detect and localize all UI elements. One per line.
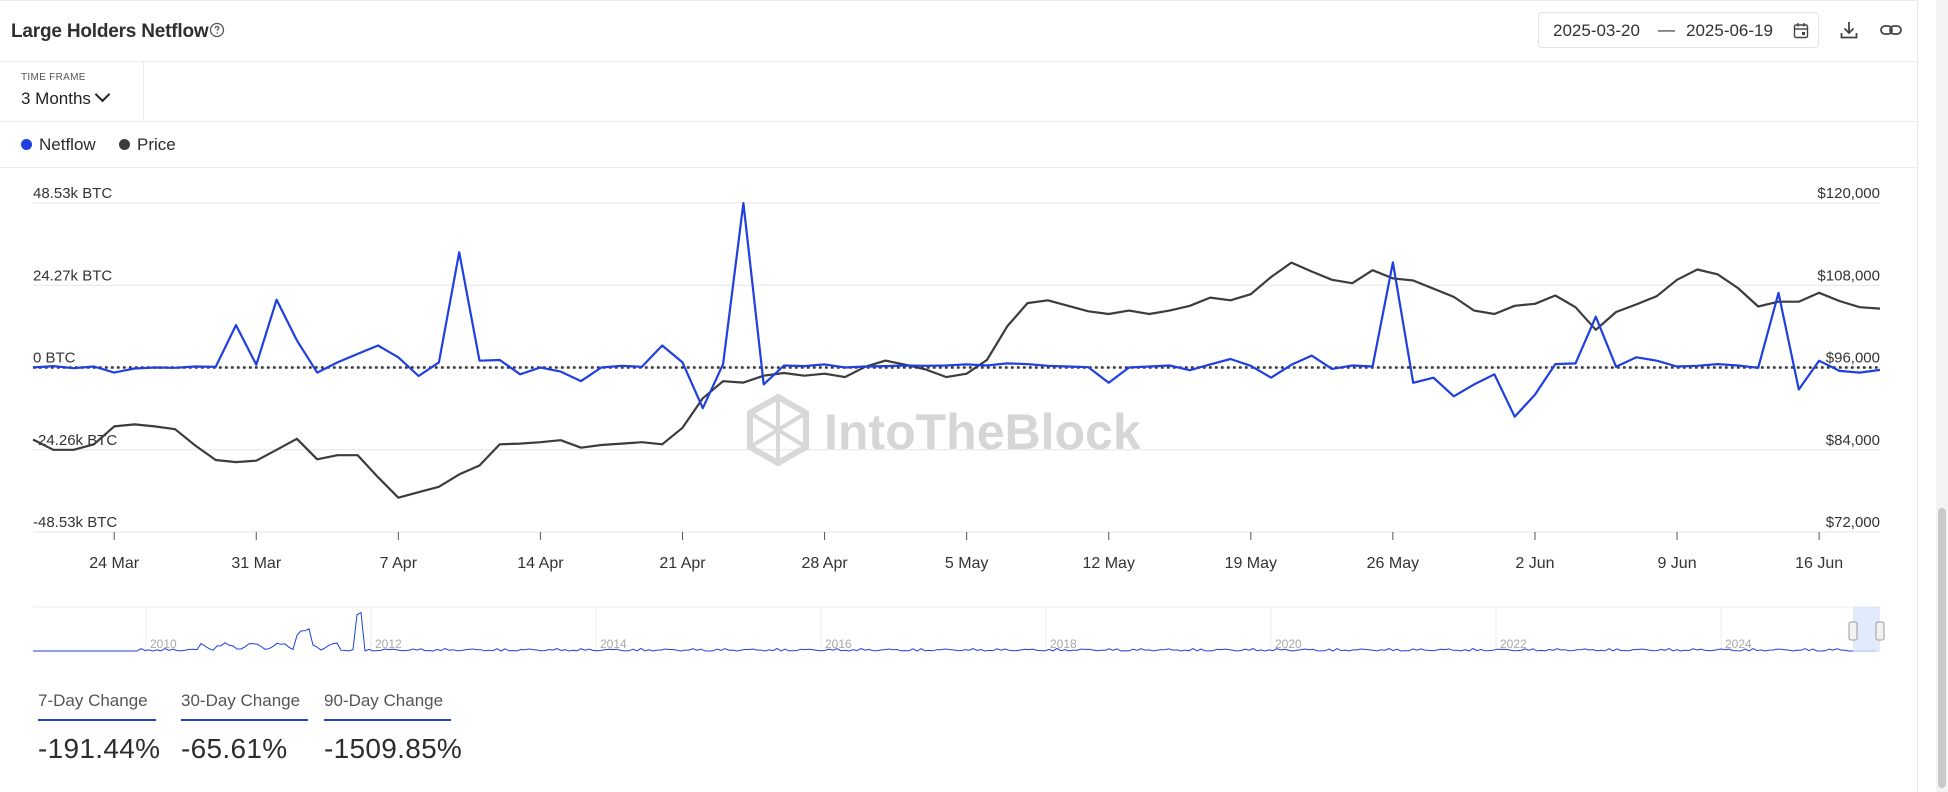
legend-item-netflow[interactable]: Netflow [21, 135, 96, 155]
x-tick-label: 7 Apr [380, 555, 418, 572]
page-scrollbar[interactable] [1936, 0, 1948, 792]
stat-90d-value: -1509.85% [324, 733, 463, 764]
date-separator: — [1658, 20, 1675, 39]
navigator-year-label: 2010 [150, 637, 177, 651]
navigator-year-label: 2012 [375, 637, 402, 651]
date-range-picker[interactable]: 2025-03-20 — 2025-06-19 [1538, 12, 1819, 48]
y-tick-right: $120,000 [1817, 185, 1880, 202]
stat-30d-label[interactable]: 30-Day Change [181, 691, 309, 721]
legend-item-price[interactable]: Price [119, 135, 176, 155]
navigator-year-label: 2016 [825, 637, 852, 651]
stat-7d: 7-Day Change -191.44% [38, 691, 160, 765]
x-tick-label: 19 May [1225, 555, 1277, 572]
navigator-year-label: 2014 [600, 637, 627, 651]
legend-label-price: Price [137, 135, 176, 154]
date-from: 2025-03-20 [1553, 21, 1640, 40]
netflow-price-chart[interactable]: 48.53k BTC $120,000 24.27k BTC $108,000 0 BT… [0, 167, 1918, 667]
navigator-year-label: 2018 [1050, 637, 1077, 651]
stat-30d-value: -65.61% [181, 733, 288, 764]
watermark-logo-lines [748, 397, 808, 463]
stat-7d-value: -191.44% [38, 733, 161, 764]
x-tick-label: 28 Apr [801, 555, 848, 572]
navigator-series-line [33, 611, 1877, 652]
y-tick-left: -24.26k BTC [33, 432, 117, 449]
link-icon[interactable] [1879, 19, 1903, 41]
panel-header: Large Holders Netflow 2025-03-20 — 2025-… [0, 1, 1918, 62]
timeframe-row: TIME FRAME 3 Months [0, 61, 1918, 122]
legend: Netflow Price [0, 122, 1918, 168]
navigator-year-label: 2024 [1725, 637, 1752, 651]
x-tick-label: 26 May [1367, 555, 1419, 572]
x-tick-label: 9 Jun [1657, 555, 1696, 572]
scrollbar-thumb[interactable] [1938, 508, 1946, 788]
chevron-down-icon [94, 86, 111, 103]
y-tick-right: $108,000 [1817, 267, 1880, 284]
y-tick-left: 24.27k BTC [33, 267, 112, 284]
y-tick-right: $72,000 [1826, 514, 1880, 531]
y-tick-right: $84,000 [1826, 432, 1880, 449]
x-tick-label: 31 Mar [231, 555, 281, 572]
series-line-netflow [32, 202, 1881, 418]
timeframe-select[interactable]: 3 Months [21, 86, 111, 109]
x-tick-label: 14 Apr [517, 555, 564, 572]
x-tick-label: 12 May [1082, 555, 1134, 572]
y-tick-left: 0 BTC [33, 350, 76, 367]
stat-90d-label[interactable]: 90-Day Change [324, 691, 452, 721]
date-to: 2025-06-19 [1686, 21, 1773, 40]
calendar-icon [1793, 23, 1809, 39]
x-tick-label: 21 Apr [659, 555, 706, 572]
y-tick-left: -48.53k BTC [33, 514, 117, 531]
series-line-price [32, 261, 1881, 499]
y-tick-right: $96,000 [1826, 350, 1880, 367]
legend-label-netflow: Netflow [39, 135, 96, 154]
stat-30d: 30-Day Change -65.61% [181, 691, 309, 765]
y-tick-left: 48.53k BTC [33, 185, 112, 202]
watermark-text: IntoTheBlock [824, 404, 1141, 460]
timeframe-control: TIME FRAME 3 Months [0, 61, 144, 121]
stat-90d: 90-Day Change -1509.85% [324, 691, 462, 765]
stat-7d-label[interactable]: 7-Day Change [38, 691, 156, 721]
price-dot-icon [119, 139, 130, 150]
netflow-dot-icon [21, 139, 32, 150]
x-tick-label: 2 Jun [1515, 555, 1554, 572]
x-tick-label: 5 May [945, 555, 989, 572]
timeframe-label: TIME FRAME [21, 72, 86, 83]
download-icon[interactable] [1838, 19, 1860, 41]
navigator-year-label: 2020 [1275, 637, 1302, 651]
timeframe-value: 3 Months [21, 89, 91, 108]
navigator-handle-left [1848, 621, 1858, 641]
navigator-handle-right [1875, 621, 1885, 641]
page-title: Large Holders Netflow [11, 21, 209, 42]
x-tick-label: 16 Jun [1795, 555, 1843, 572]
x-tick-label: 24 Mar [89, 555, 139, 572]
navigator-year-label: 2022 [1500, 637, 1527, 651]
help-circle-icon[interactable] [209, 22, 225, 38]
